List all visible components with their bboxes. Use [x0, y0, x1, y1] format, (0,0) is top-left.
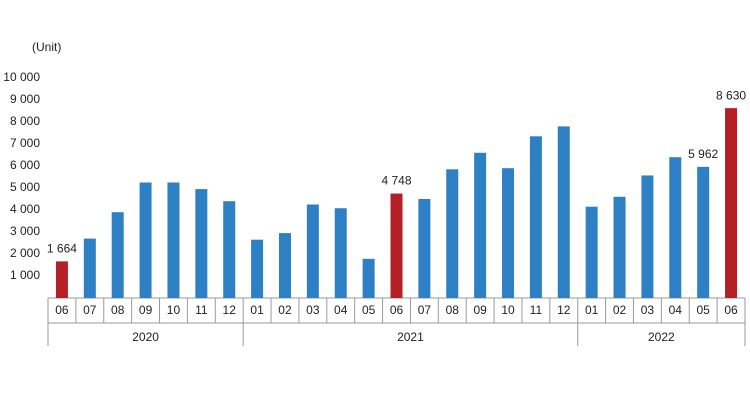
bar: [529, 136, 542, 298]
x-tick-label: 10: [167, 303, 181, 317]
x-tick-label: 01: [250, 303, 264, 317]
group-label: 2020: [132, 330, 159, 344]
bar: [139, 182, 152, 298]
y-tick-label: 1 000: [10, 268, 40, 282]
bar: [697, 166, 710, 298]
x-tick-label: 03: [306, 303, 320, 317]
x-tick-label: 03: [641, 303, 655, 317]
bar: [83, 238, 96, 298]
x-tick-label: 07: [418, 303, 432, 317]
bar: [390, 193, 403, 298]
x-tick-label: 11: [530, 303, 543, 317]
x-tick-label: 04: [334, 303, 348, 317]
x-tick-label: 04: [669, 303, 683, 317]
x-tick-label: 09: [139, 303, 153, 317]
y-tick-label: 5 000: [10, 180, 40, 194]
x-tick-label: 12: [557, 303, 571, 317]
bar: [585, 206, 598, 298]
x-tick-label: 06: [724, 303, 738, 317]
bar: [418, 199, 431, 298]
bar: [502, 168, 515, 298]
bar: [55, 261, 68, 298]
x-tick-label: 02: [278, 303, 292, 317]
x-tick-label: 07: [83, 303, 97, 317]
data-label: 8 630: [716, 88, 746, 102]
x-tick-label: 08: [111, 303, 125, 317]
bar: [446, 169, 459, 298]
y-tick-label: 2 000: [10, 246, 40, 260]
x-tick-label: 11: [195, 303, 208, 317]
x-tick-label: 06: [390, 303, 404, 317]
bar: [334, 208, 347, 298]
bar: [362, 258, 375, 298]
y-tick-label: 9 000: [10, 92, 40, 106]
x-tick-label: 01: [585, 303, 599, 317]
unit-label: (Unit): [32, 40, 61, 54]
bar: [669, 157, 682, 298]
bar: [195, 189, 208, 298]
y-tick-label: 4 000: [10, 202, 40, 216]
bar: [613, 196, 626, 298]
bar: [474, 152, 487, 298]
bar: [725, 108, 738, 298]
x-tick-label: 05: [697, 303, 711, 317]
group-label: 2021: [397, 330, 424, 344]
data-label: 1 664: [47, 242, 77, 256]
x-tick-label: 08: [446, 303, 460, 317]
y-tick-label: 3 000: [10, 224, 40, 238]
x-tick-label: 02: [613, 303, 627, 317]
bar: [223, 201, 236, 298]
data-label: 4 748: [381, 174, 411, 188]
bar: [251, 239, 264, 298]
bar: [641, 175, 654, 298]
y-tick-label: 6 000: [10, 158, 40, 172]
bar: [167, 182, 180, 298]
y-tick-label: 8 000: [10, 114, 40, 128]
group-label: 2022: [648, 330, 675, 344]
bar: [557, 126, 570, 299]
y-tick-label: 10 000: [3, 70, 40, 84]
bar: [278, 233, 291, 298]
x-tick-label: 05: [362, 303, 376, 317]
x-tick-label: 10: [501, 303, 515, 317]
bar: [306, 204, 319, 298]
x-tick-label: 09: [473, 303, 487, 317]
x-tick-label: 12: [223, 303, 237, 317]
bar: [111, 212, 124, 298]
data-label: 5 962: [688, 147, 718, 161]
y-tick-label: 7 000: [10, 136, 40, 150]
x-tick-label: 06: [55, 303, 69, 317]
